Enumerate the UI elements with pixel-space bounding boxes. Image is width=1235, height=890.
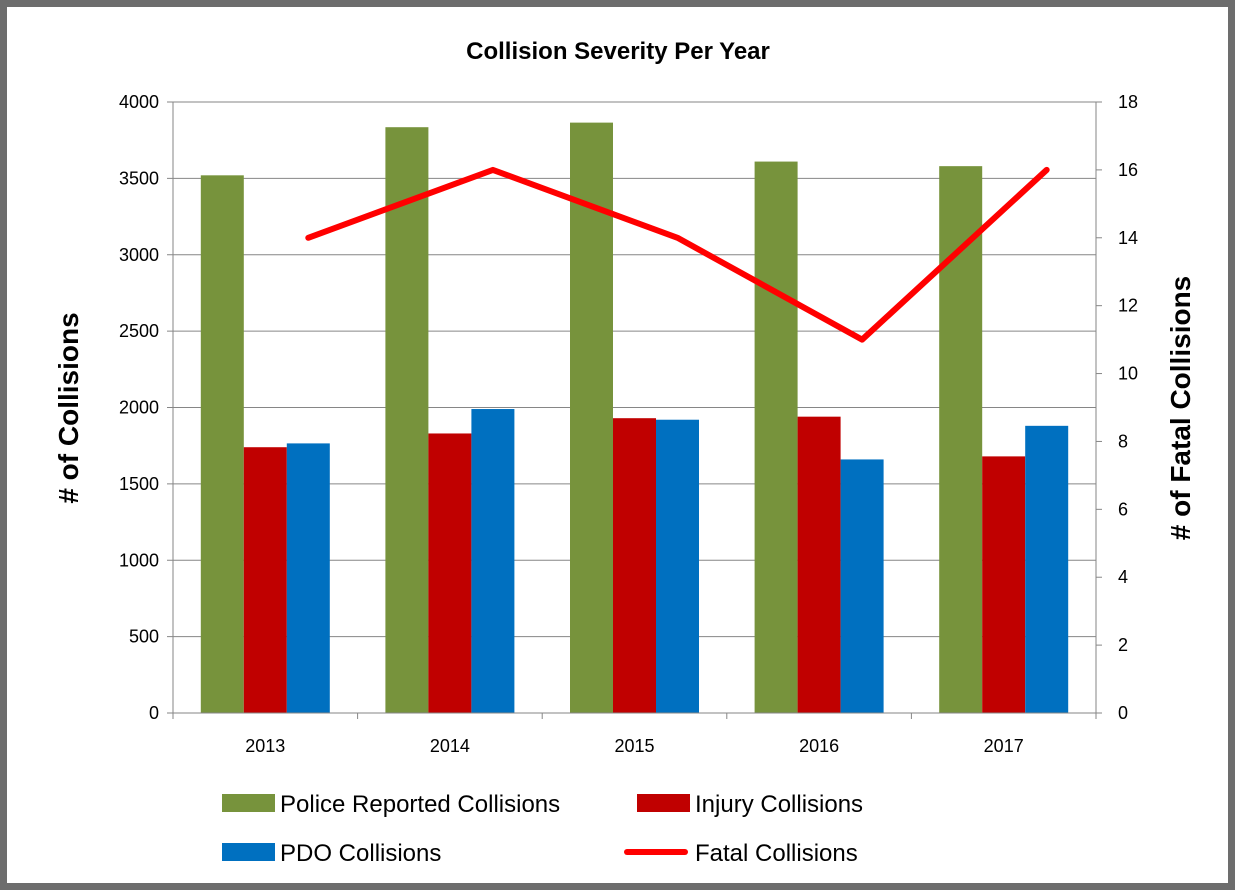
bar-series xyxy=(200,122,1069,714)
x-tick-label: 2014 xyxy=(430,736,470,756)
y2-tick-label: 2 xyxy=(1118,635,1128,655)
y2-tick-label: 14 xyxy=(1118,228,1138,248)
legend-swatch xyxy=(222,843,275,861)
legend-swatch xyxy=(222,794,275,812)
y2-tick-label: 18 xyxy=(1118,92,1138,112)
bar xyxy=(939,166,983,713)
legend-swatch xyxy=(637,794,690,812)
legend-label: Fatal Collisions xyxy=(695,840,858,867)
bar xyxy=(1025,425,1069,713)
bar xyxy=(656,419,699,713)
y-tick-label: 500 xyxy=(129,627,159,647)
x-tick-label: 2013 xyxy=(245,736,285,756)
bar xyxy=(428,433,472,713)
y-tick-label: 3000 xyxy=(119,245,159,265)
y-tick-label: 4000 xyxy=(119,92,159,112)
legend: Police Reported Collisions Injury Collisi… xyxy=(222,791,863,867)
y2-tick-label: 4 xyxy=(1118,567,1128,587)
bar xyxy=(286,443,330,713)
y-tick-label: 1000 xyxy=(119,550,159,570)
bar xyxy=(570,122,613,714)
y2-tick-label: 12 xyxy=(1118,296,1138,316)
legend-label: PDO Collisions xyxy=(280,840,441,867)
y-axis-title: # of Collisions xyxy=(53,312,84,503)
legend-label: Injury Collisions xyxy=(695,791,863,818)
y-tick-label: 0 xyxy=(149,703,159,723)
y2-tick-label: 6 xyxy=(1118,499,1128,519)
y2-tick-label: 10 xyxy=(1118,364,1138,384)
y-tick-label: 3500 xyxy=(119,168,159,188)
y2-tick-label: 0 xyxy=(1118,703,1128,723)
tick-labels: 0 500 1000 1500 2000 2500 3000 3500 4000 0 2 4 6 8 10 1… xyxy=(119,92,1138,756)
axes xyxy=(167,101,1102,719)
bar xyxy=(840,459,884,713)
chart-title: Collision Severity Per Year xyxy=(466,38,770,65)
bar xyxy=(797,416,841,713)
fatal-collisions-line xyxy=(305,166,1050,343)
y-tick-label: 2500 xyxy=(119,321,159,341)
x-tick-label: 2017 xyxy=(984,736,1024,756)
bar xyxy=(982,456,1026,713)
bar xyxy=(385,127,429,714)
y-tick-label: 1500 xyxy=(119,474,159,494)
y2-tick-label: 16 xyxy=(1118,160,1138,180)
x-tick-label: 2015 xyxy=(614,736,654,756)
bar xyxy=(613,418,656,713)
line-series xyxy=(305,166,1050,343)
bar xyxy=(243,447,287,713)
y2-tick-label: 8 xyxy=(1118,431,1128,451)
bar xyxy=(754,161,798,713)
bar xyxy=(471,409,515,713)
bar xyxy=(200,175,244,713)
x-tick-label: 2016 xyxy=(799,736,839,756)
legend-label: Police Reported Collisions xyxy=(280,791,560,818)
y-tick-label: 2000 xyxy=(119,398,159,418)
y2-axis-title: # of Fatal Collisions xyxy=(1165,276,1196,540)
